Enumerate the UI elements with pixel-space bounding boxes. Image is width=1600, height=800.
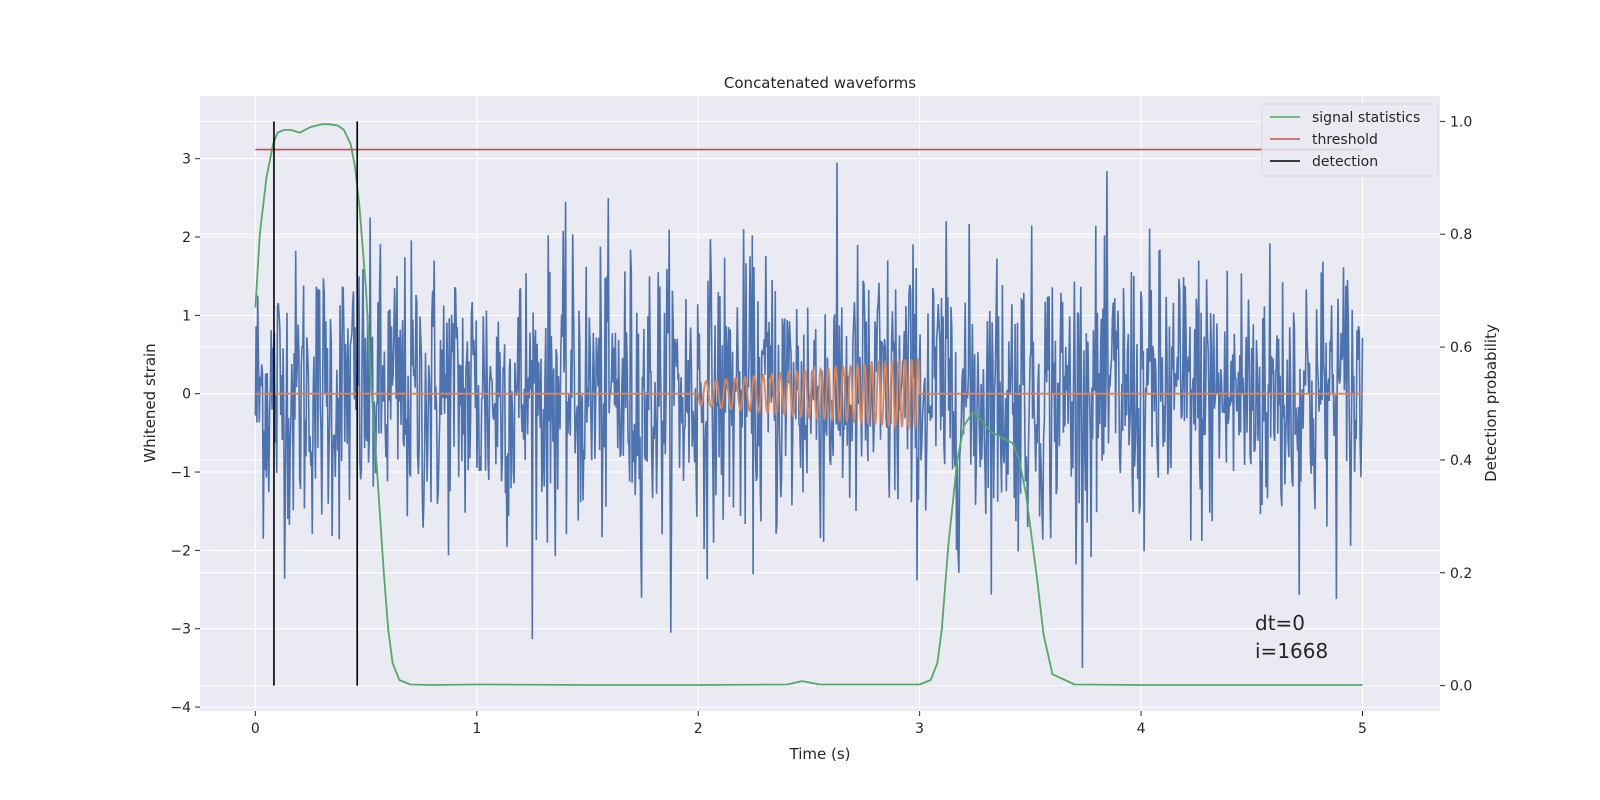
annotation-dt: dt=0 (1255, 611, 1305, 635)
y-tick-label: 0 (182, 387, 191, 403)
axes-layer: 0 1 2 3 4 5 −4 −3 −2 −1 0 1 2 3 0.0 0.2 0.4 0.6 0.8 1.0 (170, 114, 1472, 737)
y2-tick-label: 0.4 (1450, 453, 1472, 469)
y-tick-label: −4 (170, 700, 191, 716)
y2-tick-label: 0.0 (1450, 679, 1472, 695)
legend: signal statistics threshold detection (1261, 103, 1439, 177)
y-axis-label: Whitened strain (141, 343, 159, 462)
noise-line (254, 162, 1364, 668)
injected-signal-line (255, 358, 1363, 431)
x-tick-label: 4 (1137, 721, 1146, 737)
x-tick-label: 5 (1358, 721, 1367, 737)
y-tick-label: 3 (182, 152, 191, 168)
injected-signal-series (255, 358, 1363, 431)
legend-label-threshold: threshold (1312, 132, 1378, 148)
y2-tick-label: 1.0 (1450, 114, 1472, 130)
noise-series (254, 162, 1364, 668)
y2-axis-label: Detection probability (1482, 324, 1500, 482)
x-tick-label: 1 (472, 721, 481, 737)
signal-statistics-line (254, 123, 1363, 686)
x-tick-label: 2 (694, 721, 703, 737)
y-tick-label: −2 (170, 543, 191, 559)
y2-tick-label: 0.2 (1450, 566, 1472, 582)
legend-label-signal-statistics: signal statistics (1312, 110, 1420, 126)
y-tick-label: 2 (182, 230, 191, 246)
y2-tick-label: 0.6 (1450, 340, 1472, 356)
y-tick-label: 1 (182, 308, 191, 324)
y2-tick-label: 0.8 (1450, 227, 1472, 243)
legend-box (1261, 103, 1439, 177)
x-tick-label: 0 (251, 721, 260, 737)
grid-right (200, 120, 1440, 687)
legend-label-detection: detection (1312, 154, 1378, 170)
chart-title: Concatenated waveforms (724, 74, 916, 92)
stats-layer (254, 121, 1363, 686)
y-tick-label: −3 (170, 622, 191, 638)
x-axis-label: Time (s) (789, 745, 851, 763)
y-tick-label: −1 (170, 465, 191, 481)
annotation-index: i=1668 (1255, 639, 1328, 663)
x-tick-label: 3 (915, 721, 924, 737)
